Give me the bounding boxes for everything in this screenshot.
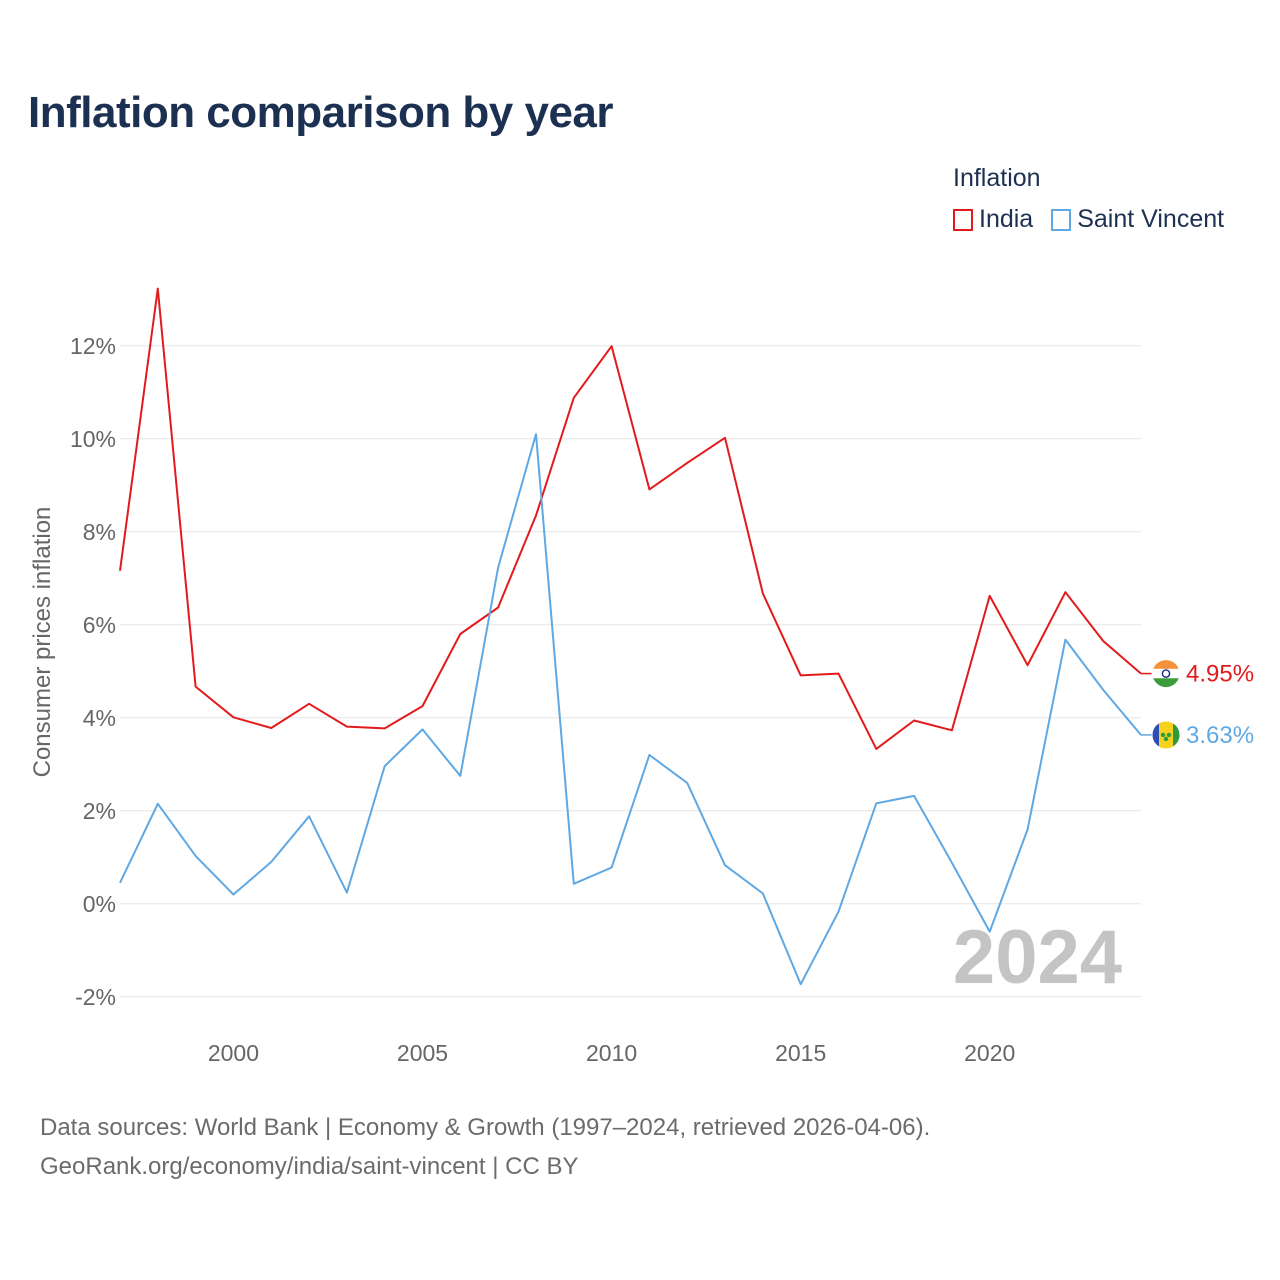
- y-tick-label: 6%: [83, 612, 116, 638]
- y-tick-label: 0%: [83, 891, 116, 917]
- legend-label-saint-vincent: Saint Vincent: [1077, 205, 1225, 233]
- footer-attribution: GeoRank.org/economy/india/saint-vincent …: [40, 1153, 579, 1180]
- year-watermark: 2024: [953, 915, 1122, 1000]
- y-tick-label: 2%: [83, 798, 116, 824]
- x-tick-label: 2020: [964, 1040, 1015, 1066]
- legend-item-saint-vincent[interactable]: Saint Vincent: [1051, 205, 1224, 234]
- y-tick-label: 8%: [83, 519, 116, 545]
- legend-item-india[interactable]: India: [953, 205, 1033, 234]
- y-tick-label: 12%: [70, 333, 116, 359]
- series-layer: [119, 287, 1142, 986]
- legend: India Saint Vincent: [953, 205, 1242, 234]
- y-tick-label: 10%: [70, 426, 116, 452]
- india-flag-icon: [1151, 659, 1181, 689]
- x-axis-ticks: 2000 2005 2010 2015 2020: [208, 1040, 1015, 1066]
- end-labels: 4.95% 3.63%: [1141, 659, 1254, 750]
- x-tick-label: 2010: [586, 1040, 637, 1066]
- series-line-saint-vincent[interactable]: [119, 433, 1142, 986]
- grid-lines: [120, 345, 1141, 998]
- legend-title: Inflation: [953, 164, 1041, 192]
- legend-swatch-saint-vincent: [1051, 208, 1072, 231]
- footer: Data sources: World Bank | Economy & Gro…: [40, 1108, 930, 1186]
- legend-label-india: India: [979, 205, 1034, 233]
- y-tick-label: 4%: [83, 705, 116, 731]
- x-tick-label: 2000: [208, 1040, 259, 1066]
- end-label-india: 4.95%: [1186, 661, 1254, 688]
- footer-sources: Data sources: World Bank | Economy & Gro…: [40, 1114, 931, 1141]
- x-tick-label: 2015: [775, 1040, 826, 1066]
- x-tick-label: 2005: [397, 1040, 448, 1066]
- y-tick-label: -2%: [75, 984, 116, 1010]
- saint-vincent-flag-icon: [1151, 720, 1181, 750]
- legend-swatch-india: [953, 208, 973, 231]
- y-axis-label: Consumer prices inflation: [29, 507, 56, 778]
- end-label-saint-vincent: 3.63%: [1186, 722, 1254, 749]
- series-line-india[interactable]: [119, 287, 1142, 750]
- y-axis-ticks: -2% 0% 2% 4% 6% 8% 10% 12%: [70, 333, 116, 1010]
- chart-title: Inflation comparison by year: [28, 88, 614, 137]
